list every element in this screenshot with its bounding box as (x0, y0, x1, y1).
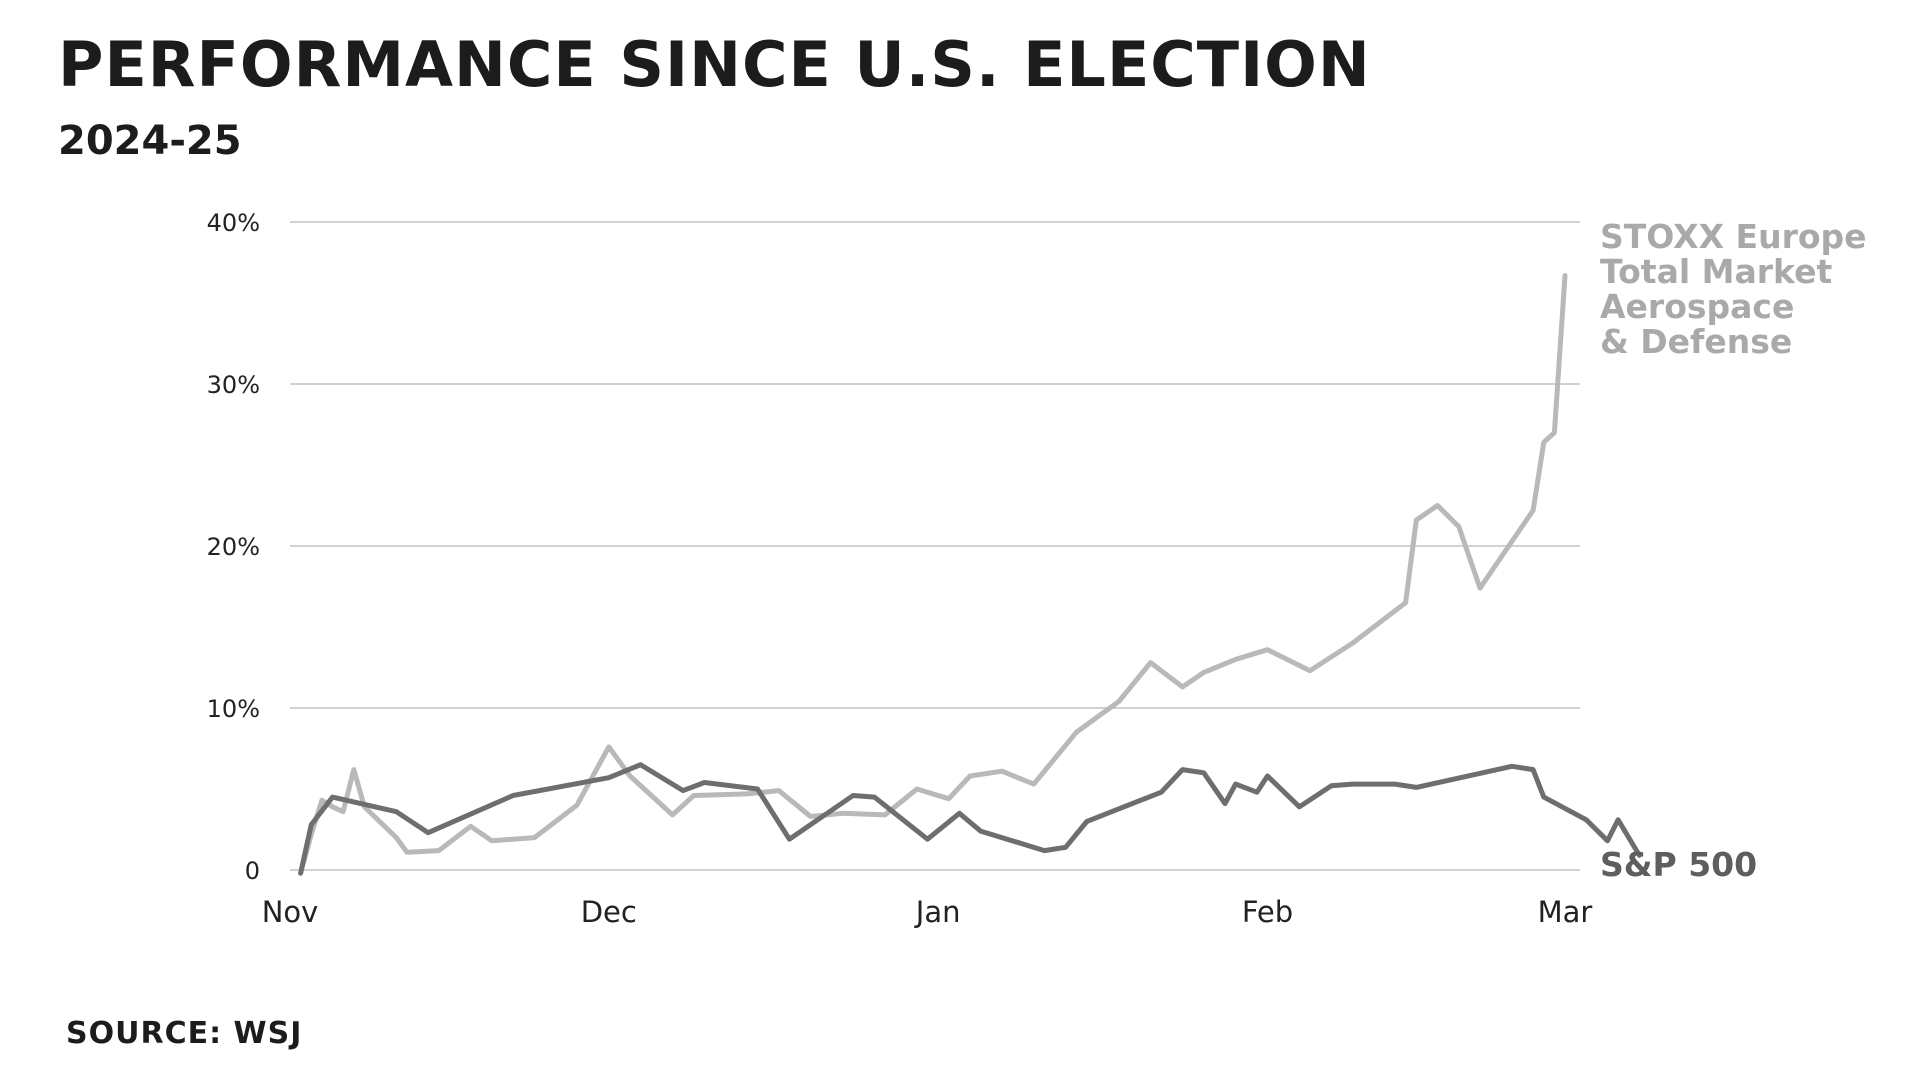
y-tick-label: 30% (207, 371, 260, 399)
x-tick-label: Dec (581, 895, 637, 929)
series-label-0: STOXX Europe Total Market Aerospace & Defen… (1600, 217, 1867, 361)
series-lines (298, 273, 1642, 876)
chart-title: PERFORMANCE SINCE U.S. ELECTION (58, 28, 1371, 101)
source-note: SOURCE: WSJ (66, 1016, 303, 1051)
x-tick-label: Nov (262, 895, 319, 929)
series-label-line: Total Market (1600, 252, 1832, 291)
series-line-1 (298, 762, 1642, 876)
gridlines (290, 221, 1580, 871)
series-label-line: S&P 500 (1600, 845, 1757, 884)
x-tick-label: Jan (914, 895, 961, 929)
y-tick-label: 20% (207, 533, 260, 561)
series-labels: STOXX Europe Total Market Aerospace & Defen… (1600, 217, 1867, 884)
chart-subtitle: 2024-25 (58, 118, 242, 164)
y-tick-label: 0 (245, 857, 260, 885)
series-label-line: & Defense (1600, 322, 1792, 361)
y-axis-ticks: 0 10% 20% 30% 40% (207, 209, 260, 885)
y-tick-label: 10% (207, 695, 260, 723)
x-axis-ticks: Nov Dec Jan Feb Mar (262, 895, 1593, 929)
series-line-0 (298, 273, 1568, 876)
x-tick-label: Mar (1538, 895, 1593, 929)
y-tick-label: 40% (207, 209, 260, 237)
series-label-line: Aerospace (1600, 287, 1794, 326)
series-label-line: STOXX Europe (1600, 217, 1867, 256)
series-label-1: S&P 500 (1600, 845, 1757, 884)
x-tick-label: Feb (1242, 895, 1293, 929)
